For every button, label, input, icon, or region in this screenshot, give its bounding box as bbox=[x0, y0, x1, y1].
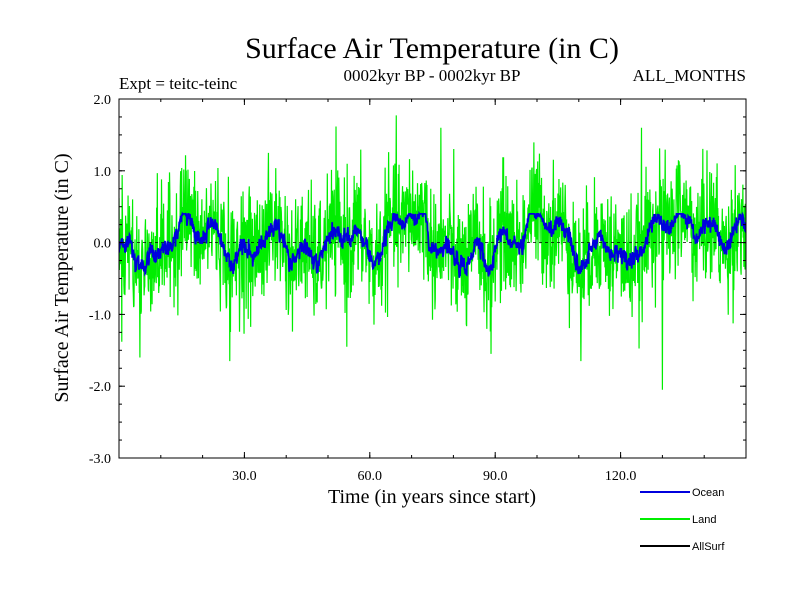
y-axis-label: Surface Air Temperature (in C) bbox=[51, 153, 73, 402]
legend-label-ocean: Ocean bbox=[692, 487, 724, 499]
axis-layer: 2.0 1.0 0.0 -1.0 -2.0 -3.0 30.0 60.0 90.0 120.0 bbox=[89, 93, 746, 484]
x-tick-label: 90.0 bbox=[483, 469, 508, 484]
y-tick-label: -2.0 bbox=[89, 380, 111, 395]
chart-subtitle-center: 0002kyr BP - 0002kyr BP bbox=[344, 66, 521, 85]
y-tick-label: 1.0 bbox=[94, 165, 112, 180]
legend-label-land: Land bbox=[692, 514, 716, 526]
series-land-line bbox=[119, 115, 746, 390]
series-layer bbox=[119, 115, 746, 390]
x-tick-label: 120.0 bbox=[605, 469, 637, 484]
legend-label-allsurf: AllSurf bbox=[692, 541, 725, 553]
x-tick-label: 60.0 bbox=[358, 469, 383, 484]
y-tick-label: -1.0 bbox=[89, 308, 111, 323]
chart-subtitle-right: ALL_MONTHS bbox=[633, 66, 746, 85]
y-tick-label: 2.0 bbox=[94, 93, 112, 108]
y-tick-label: 0.0 bbox=[94, 237, 112, 252]
x-tick-label: 30.0 bbox=[232, 469, 257, 484]
chart-title: Surface Air Temperature (in C) bbox=[245, 32, 619, 65]
legend: Ocean Land AllSurf bbox=[640, 487, 725, 553]
x-axis-label: Time (in years since start) bbox=[328, 486, 536, 508]
chart-subtitle-left: Expt = teitc-teinc bbox=[119, 74, 238, 93]
series-ocean-line bbox=[119, 210, 746, 278]
y-tick-label: -3.0 bbox=[89, 452, 111, 467]
